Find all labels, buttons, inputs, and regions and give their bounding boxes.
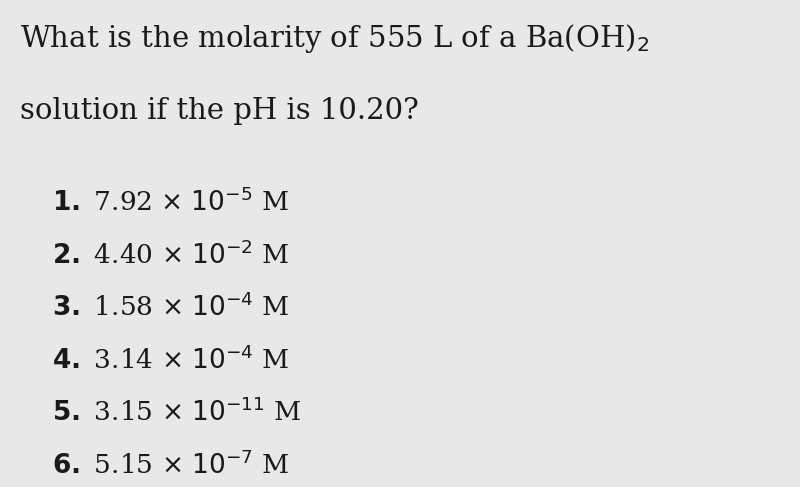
Text: $\mathbf{2.}$ 4.40 $\times$ $10^{-2}$ M: $\mathbf{2.}$ 4.40 $\times$ $10^{-2}$ M <box>52 240 290 269</box>
Text: $\mathbf{5.}$ 3.15 $\times$ $10^{-11}$ M: $\mathbf{5.}$ 3.15 $\times$ $10^{-11}$ M <box>52 398 301 427</box>
Text: solution if the pH is 10.20?: solution if the pH is 10.20? <box>20 97 418 125</box>
Text: $\mathbf{1.}$ 7.92 $\times$ $10^{-5}$ M: $\mathbf{1.}$ 7.92 $\times$ $10^{-5}$ M <box>52 187 289 216</box>
Text: $\mathbf{4.}$ 3.14 $\times$ $10^{-4}$ M: $\mathbf{4.}$ 3.14 $\times$ $10^{-4}$ M <box>52 345 290 374</box>
Text: $\mathbf{6.}$ 5.15 $\times$ $10^{-7}$ M: $\mathbf{6.}$ 5.15 $\times$ $10^{-7}$ M <box>52 450 290 479</box>
Text: $\mathbf{3.}$ 1.58 $\times$ $10^{-4}$ M: $\mathbf{3.}$ 1.58 $\times$ $10^{-4}$ M <box>52 293 290 321</box>
Text: What is the molarity of 555 L of a Ba(OH)$_2$: What is the molarity of 555 L of a Ba(OH… <box>20 22 649 55</box>
